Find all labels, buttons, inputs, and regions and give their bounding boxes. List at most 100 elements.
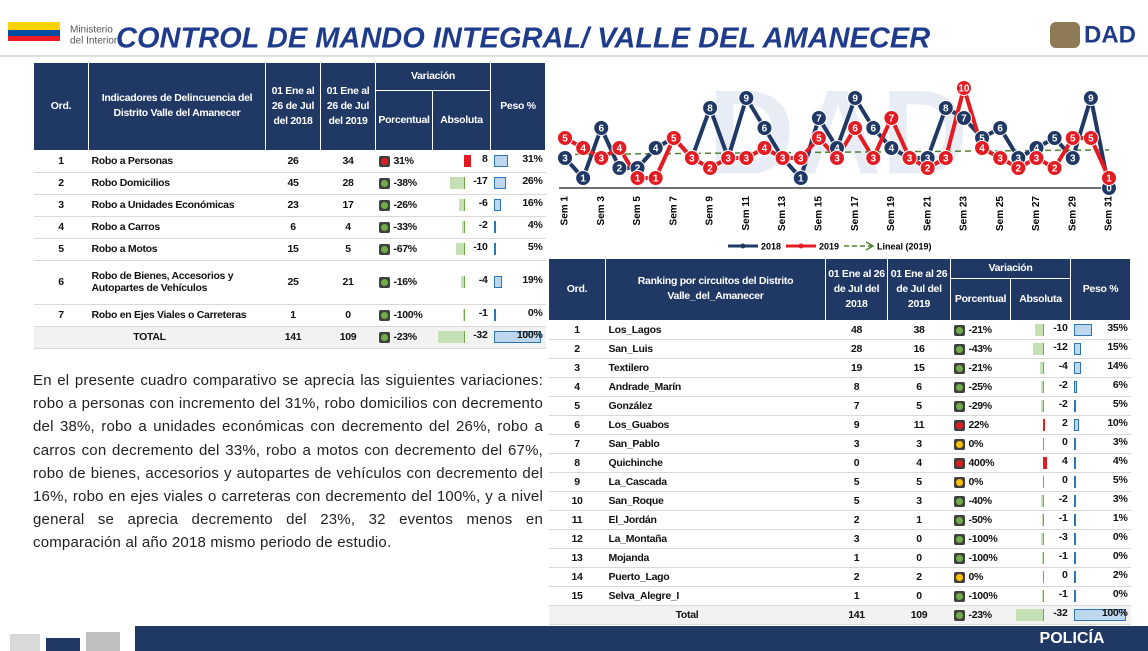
- data-label: 3: [598, 154, 604, 165]
- data-row: 4 Andrade_Marín 8 6 -25% -2 6%: [548, 377, 1131, 397]
- data-row: 2 Robo Domicilios 45 28 -38% -17 26%: [33, 172, 546, 195]
- x-tick-label: Sem 5: [632, 196, 643, 226]
- peso-label: 0%: [1112, 549, 1128, 562]
- peso-wrap: 10%: [1073, 417, 1128, 433]
- abs-cell: -1: [1010, 548, 1071, 568]
- value-2019: 0: [887, 548, 951, 568]
- traffic-light: [953, 343, 965, 355]
- ord-cell: 15: [548, 586, 606, 606]
- ranking-table: Ord. Ranking por circuitos del Distrito V…: [548, 258, 1131, 625]
- peso-bar: [1073, 342, 1082, 355]
- peso-wrap: 14%: [1073, 360, 1128, 376]
- data-point: [810, 110, 827, 126]
- data-row: 1 Robo a Personas 26 34 31% 8 31%: [33, 150, 546, 173]
- data-point: [774, 150, 791, 166]
- abs-cell: 0: [1010, 434, 1071, 454]
- pct-cell: 31%: [375, 150, 433, 173]
- column-header: 01 Ene al 26 de Jul del 2019: [320, 62, 376, 151]
- pct-cell: 0%: [950, 567, 1011, 587]
- abs-bar: [1043, 475, 1045, 488]
- peso-label: 100%: [1101, 606, 1128, 619]
- traffic-light: [378, 178, 390, 190]
- data-label: 4: [580, 144, 586, 155]
- data-point: [1028, 150, 1045, 166]
- abs-wrap: -4: [436, 274, 488, 290]
- emblem: [1050, 22, 1080, 48]
- peso-wrap: 5%: [1073, 398, 1128, 414]
- name-cell: El_Jordán: [605, 510, 826, 530]
- abs-bar: [1039, 361, 1045, 374]
- data-label: 3: [744, 154, 750, 165]
- value-2018: 9: [825, 415, 888, 435]
- pct-label: -29%: [968, 399, 993, 412]
- ord-cell: 1: [548, 320, 606, 340]
- x-tick-label: Sem 3: [596, 196, 607, 226]
- traffic-light: [378, 156, 390, 168]
- value-2019: 5: [887, 472, 951, 492]
- data-label: 3: [1070, 154, 1076, 165]
- pct-label: -40%: [968, 494, 993, 507]
- peso-bar: [1073, 551, 1076, 564]
- value-2019: 16: [887, 339, 951, 359]
- legend-swatch: [865, 241, 875, 251]
- peso-wrap: 3%: [1073, 435, 1128, 452]
- peso-bar: [493, 331, 541, 344]
- peso-bar: [1073, 437, 1076, 450]
- value-2018: 2: [825, 510, 888, 530]
- peso-label: 4%: [1112, 454, 1128, 467]
- abs-bar: [1043, 570, 1045, 583]
- abs-wrap: 0: [1014, 569, 1068, 585]
- data-point: [1064, 130, 1081, 146]
- traffic-light: [953, 419, 965, 431]
- traffic-light: [378, 200, 390, 212]
- value-2018: 28: [825, 339, 888, 359]
- pct-cell: 0%: [950, 434, 1011, 454]
- peso-cell: 16%: [490, 194, 546, 217]
- peso-label: 3%: [1112, 435, 1128, 448]
- data-label: 4: [1034, 144, 1040, 155]
- traffic-light: [953, 324, 965, 336]
- abs-wrap: 0: [1014, 436, 1068, 452]
- abs-wrap: -6: [436, 197, 488, 213]
- abs-wrap: -4: [1014, 360, 1068, 376]
- pct-label: 400%: [968, 456, 995, 469]
- pct-cell: -33%: [375, 216, 433, 239]
- abs-bar: [1041, 494, 1045, 507]
- peso-cell: 26%: [490, 172, 546, 195]
- pct-label: -21%: [968, 361, 993, 374]
- abs-label: -4: [478, 274, 488, 287]
- data-label: 1: [653, 174, 659, 185]
- peso-wrap: 3%: [1073, 493, 1128, 509]
- abs-label: 0: [1061, 473, 1068, 486]
- data-label: 9: [852, 94, 858, 105]
- traffic-dot: [380, 312, 388, 320]
- ord-cell: 8: [548, 453, 606, 473]
- x-tick-label: Sem 9: [705, 196, 716, 226]
- name-cell: San_Luis: [605, 339, 826, 359]
- peso-cell: 5%: [490, 238, 546, 261]
- name-cell: La_Montaña: [605, 529, 826, 549]
- traffic-light: [953, 590, 965, 602]
- abs-cell: 0: [1010, 567, 1071, 587]
- name-cell: Robo a Carros: [88, 216, 266, 239]
- traffic-light: [953, 552, 965, 564]
- pct-cell: 22%: [950, 415, 1011, 435]
- abs-cell: -2: [1010, 491, 1071, 511]
- ord-cell: 6: [33, 260, 89, 305]
- data-point: [847, 90, 864, 106]
- pct-cell: -67%: [375, 238, 433, 261]
- peso-label: 0%: [1112, 530, 1128, 543]
- name-cell: Robo de Bienes, Accesorios y Autopartes …: [88, 260, 266, 305]
- data-row: 9 La_Cascada 5 5 0% 0 5%: [548, 472, 1131, 492]
- abs-wrap: -3: [1014, 531, 1068, 547]
- header-row: Ord. Indicadores de Delincuencia del Dist…: [33, 61, 546, 151]
- data-label: 6: [762, 124, 768, 135]
- pct-label: 22%: [968, 418, 989, 431]
- traffic-dot: [380, 246, 388, 254]
- data-label: 3: [1016, 154, 1022, 165]
- peso-cell: 2%: [1070, 567, 1131, 587]
- data-row: 11 El_Jordán 2 1 -50% -1 1%: [548, 510, 1131, 530]
- name-cell: Textilero: [605, 358, 826, 378]
- abs-label: -1: [1058, 587, 1068, 600]
- title: CONTROL DE MANDO INTEGRAL/ VALLE DEL AMA…: [116, 23, 930, 55]
